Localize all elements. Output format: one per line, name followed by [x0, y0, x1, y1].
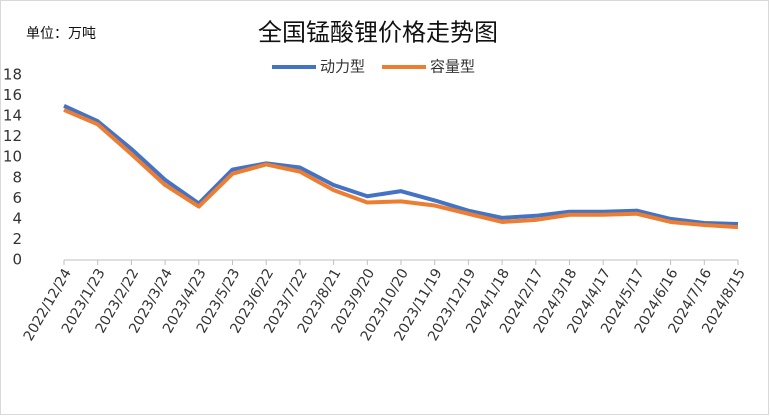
y-tick-label: 2: [12, 230, 22, 248]
y-tick-label: 10: [3, 148, 22, 166]
y-tick-label: 8: [12, 168, 22, 186]
y-tick-label: 0: [12, 251, 22, 269]
y-tick-label: 14: [3, 107, 22, 125]
y-tick-label: 6: [12, 189, 22, 207]
unit-label: 单位：万吨: [26, 26, 96, 42]
chart-title: 全国锰酸锂价格走势图: [258, 19, 498, 47]
y-tick-label: 16: [3, 86, 22, 104]
legend-label: 容量型: [430, 58, 475, 76]
legend-label: 动力型: [320, 58, 365, 76]
line-series: [63, 108, 739, 230]
line-series: [63, 104, 739, 227]
y-tick-label: 18: [3, 66, 22, 84]
y-tick-label: 4: [12, 209, 22, 227]
y-tick-label: 12: [3, 127, 22, 145]
